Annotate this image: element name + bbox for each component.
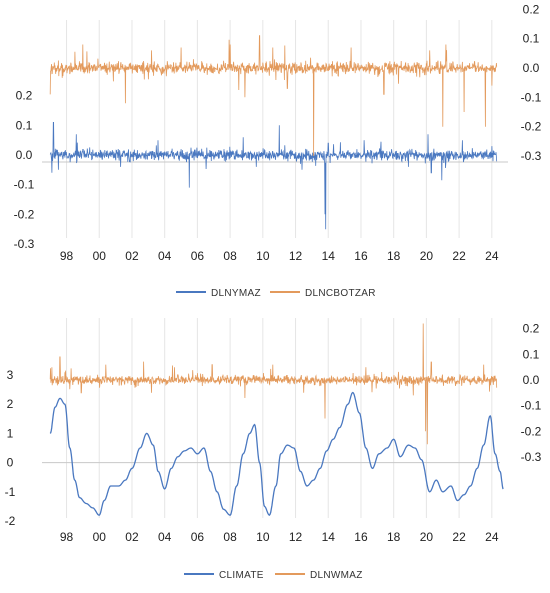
y-tick-label-right: -0.3 — [521, 149, 542, 163]
y-tick-label-right: 0.2 — [523, 2, 540, 16]
x-tick-label: 08 — [223, 530, 237, 544]
x-tick-label: 10 — [256, 249, 270, 263]
x-tick-label: 04 — [158, 530, 172, 544]
y-axis-right: 0.2 0.1 0.0 -0.1 -0.2 -0.3 — [521, 2, 542, 163]
y-tick-label-left: 3 — [7, 368, 14, 382]
x-tick-label: 02 — [125, 530, 139, 544]
x-axis: 98 00 02 04 06 08 10 12 14 16 18 20 22 24 — [60, 249, 499, 263]
y-tick-label-left: 0.0 — [16, 148, 33, 162]
x-tick-label: 06 — [191, 530, 205, 544]
x-tick-label: 02 — [125, 249, 139, 263]
y-axis-left: 0.2 0.1 0.0 -0.1 -0.2 -0.3 — [14, 89, 35, 251]
chart-top: 0.2 0.1 0.0 -0.1 -0.2 -0.3 0.2 0.1 0.0 -0.1 -0.2 -… — [14, 2, 542, 299]
y-tick-label-right: -0.2 — [521, 120, 542, 134]
y-tick-label-right: 0.0 — [523, 373, 540, 387]
grid-lines — [42, 20, 508, 238]
x-tick-label: 14 — [322, 249, 336, 263]
legend: CLIMATE DLNWMAZ — [184, 570, 363, 581]
y-tick-label-left: 0.1 — [16, 118, 33, 132]
y-axis-left: 3 2 1 0 -1 -2 — [5, 368, 16, 528]
y-tick-label-right: -0.1 — [521, 399, 542, 413]
x-tick-label: 22 — [452, 249, 466, 263]
y-tick-label-left: -0.3 — [14, 237, 35, 251]
y-tick-label-left: 1 — [7, 426, 14, 440]
y-axis-right: 0.2 0.1 0.0 -0.1 -0.2 -0.3 — [521, 322, 542, 464]
y-tick-label-left: -1 — [5, 485, 16, 499]
x-tick-label: 20 — [420, 530, 434, 544]
x-tick-label: 08 — [223, 249, 237, 263]
x-tick-label: 24 — [485, 530, 499, 544]
y-tick-label-right: -0.2 — [521, 424, 542, 438]
x-tick-label: 12 — [289, 249, 303, 263]
legend: DLNYMAZ DLNCBOTZAR — [176, 288, 376, 299]
x-tick-label: 18 — [387, 249, 401, 263]
legend-label-dlnwmaz: DLNWMAZ — [310, 570, 363, 581]
x-tick-label: 00 — [93, 249, 107, 263]
y-tick-label-right: 0.1 — [523, 347, 540, 361]
legend-label-dlncbotzar: DLNCBOTZAR — [305, 288, 376, 299]
y-tick-label-left: 0.2 — [16, 89, 33, 103]
y-tick-label-left: -0.1 — [14, 178, 35, 192]
legend-label-dlnymaz: DLNYMAZ — [211, 288, 261, 299]
y-tick-label-right: 0.2 — [523, 322, 540, 336]
x-tick-label: 20 — [420, 249, 434, 263]
legend-label-climate: CLIMATE — [219, 570, 264, 581]
y-tick-label-left: -0.2 — [14, 207, 35, 221]
y-tick-label-left: -2 — [5, 514, 16, 528]
x-tick-label: 24 — [485, 249, 499, 263]
x-tick-label: 06 — [191, 249, 205, 263]
y-tick-label-left: 0 — [7, 456, 14, 470]
x-tick-label: 98 — [60, 249, 74, 263]
series-line-climate — [49, 391, 504, 517]
x-tick-label: 04 — [158, 249, 172, 263]
series-group — [49, 323, 504, 517]
y-tick-label-left: 2 — [7, 397, 14, 411]
x-tick-label: 10 — [256, 530, 270, 544]
series-line-dlnymaz — [49, 122, 498, 230]
x-tick-label: 22 — [452, 530, 466, 544]
y-tick-label-right: 0.1 — [523, 32, 540, 46]
y-tick-label-right: 0.0 — [523, 61, 540, 75]
x-axis: 98 00 02 04 06 08 10 12 14 16 18 20 22 24 — [60, 530, 499, 544]
x-tick-label: 12 — [289, 530, 303, 544]
series-line-dlncbotzar — [49, 35, 498, 157]
x-tick-label: 98 — [60, 530, 74, 544]
x-tick-label: 14 — [322, 530, 336, 544]
series-group — [49, 35, 498, 230]
series-line-dlnwmaz — [49, 323, 498, 445]
x-tick-label: 16 — [354, 530, 368, 544]
x-tick-label: 00 — [93, 530, 107, 544]
y-tick-label-right: -0.1 — [521, 90, 542, 104]
grid-lines — [42, 318, 500, 518]
y-tick-label-right: -0.3 — [521, 450, 542, 464]
x-tick-label: 18 — [387, 530, 401, 544]
x-tick-label: 16 — [354, 249, 368, 263]
